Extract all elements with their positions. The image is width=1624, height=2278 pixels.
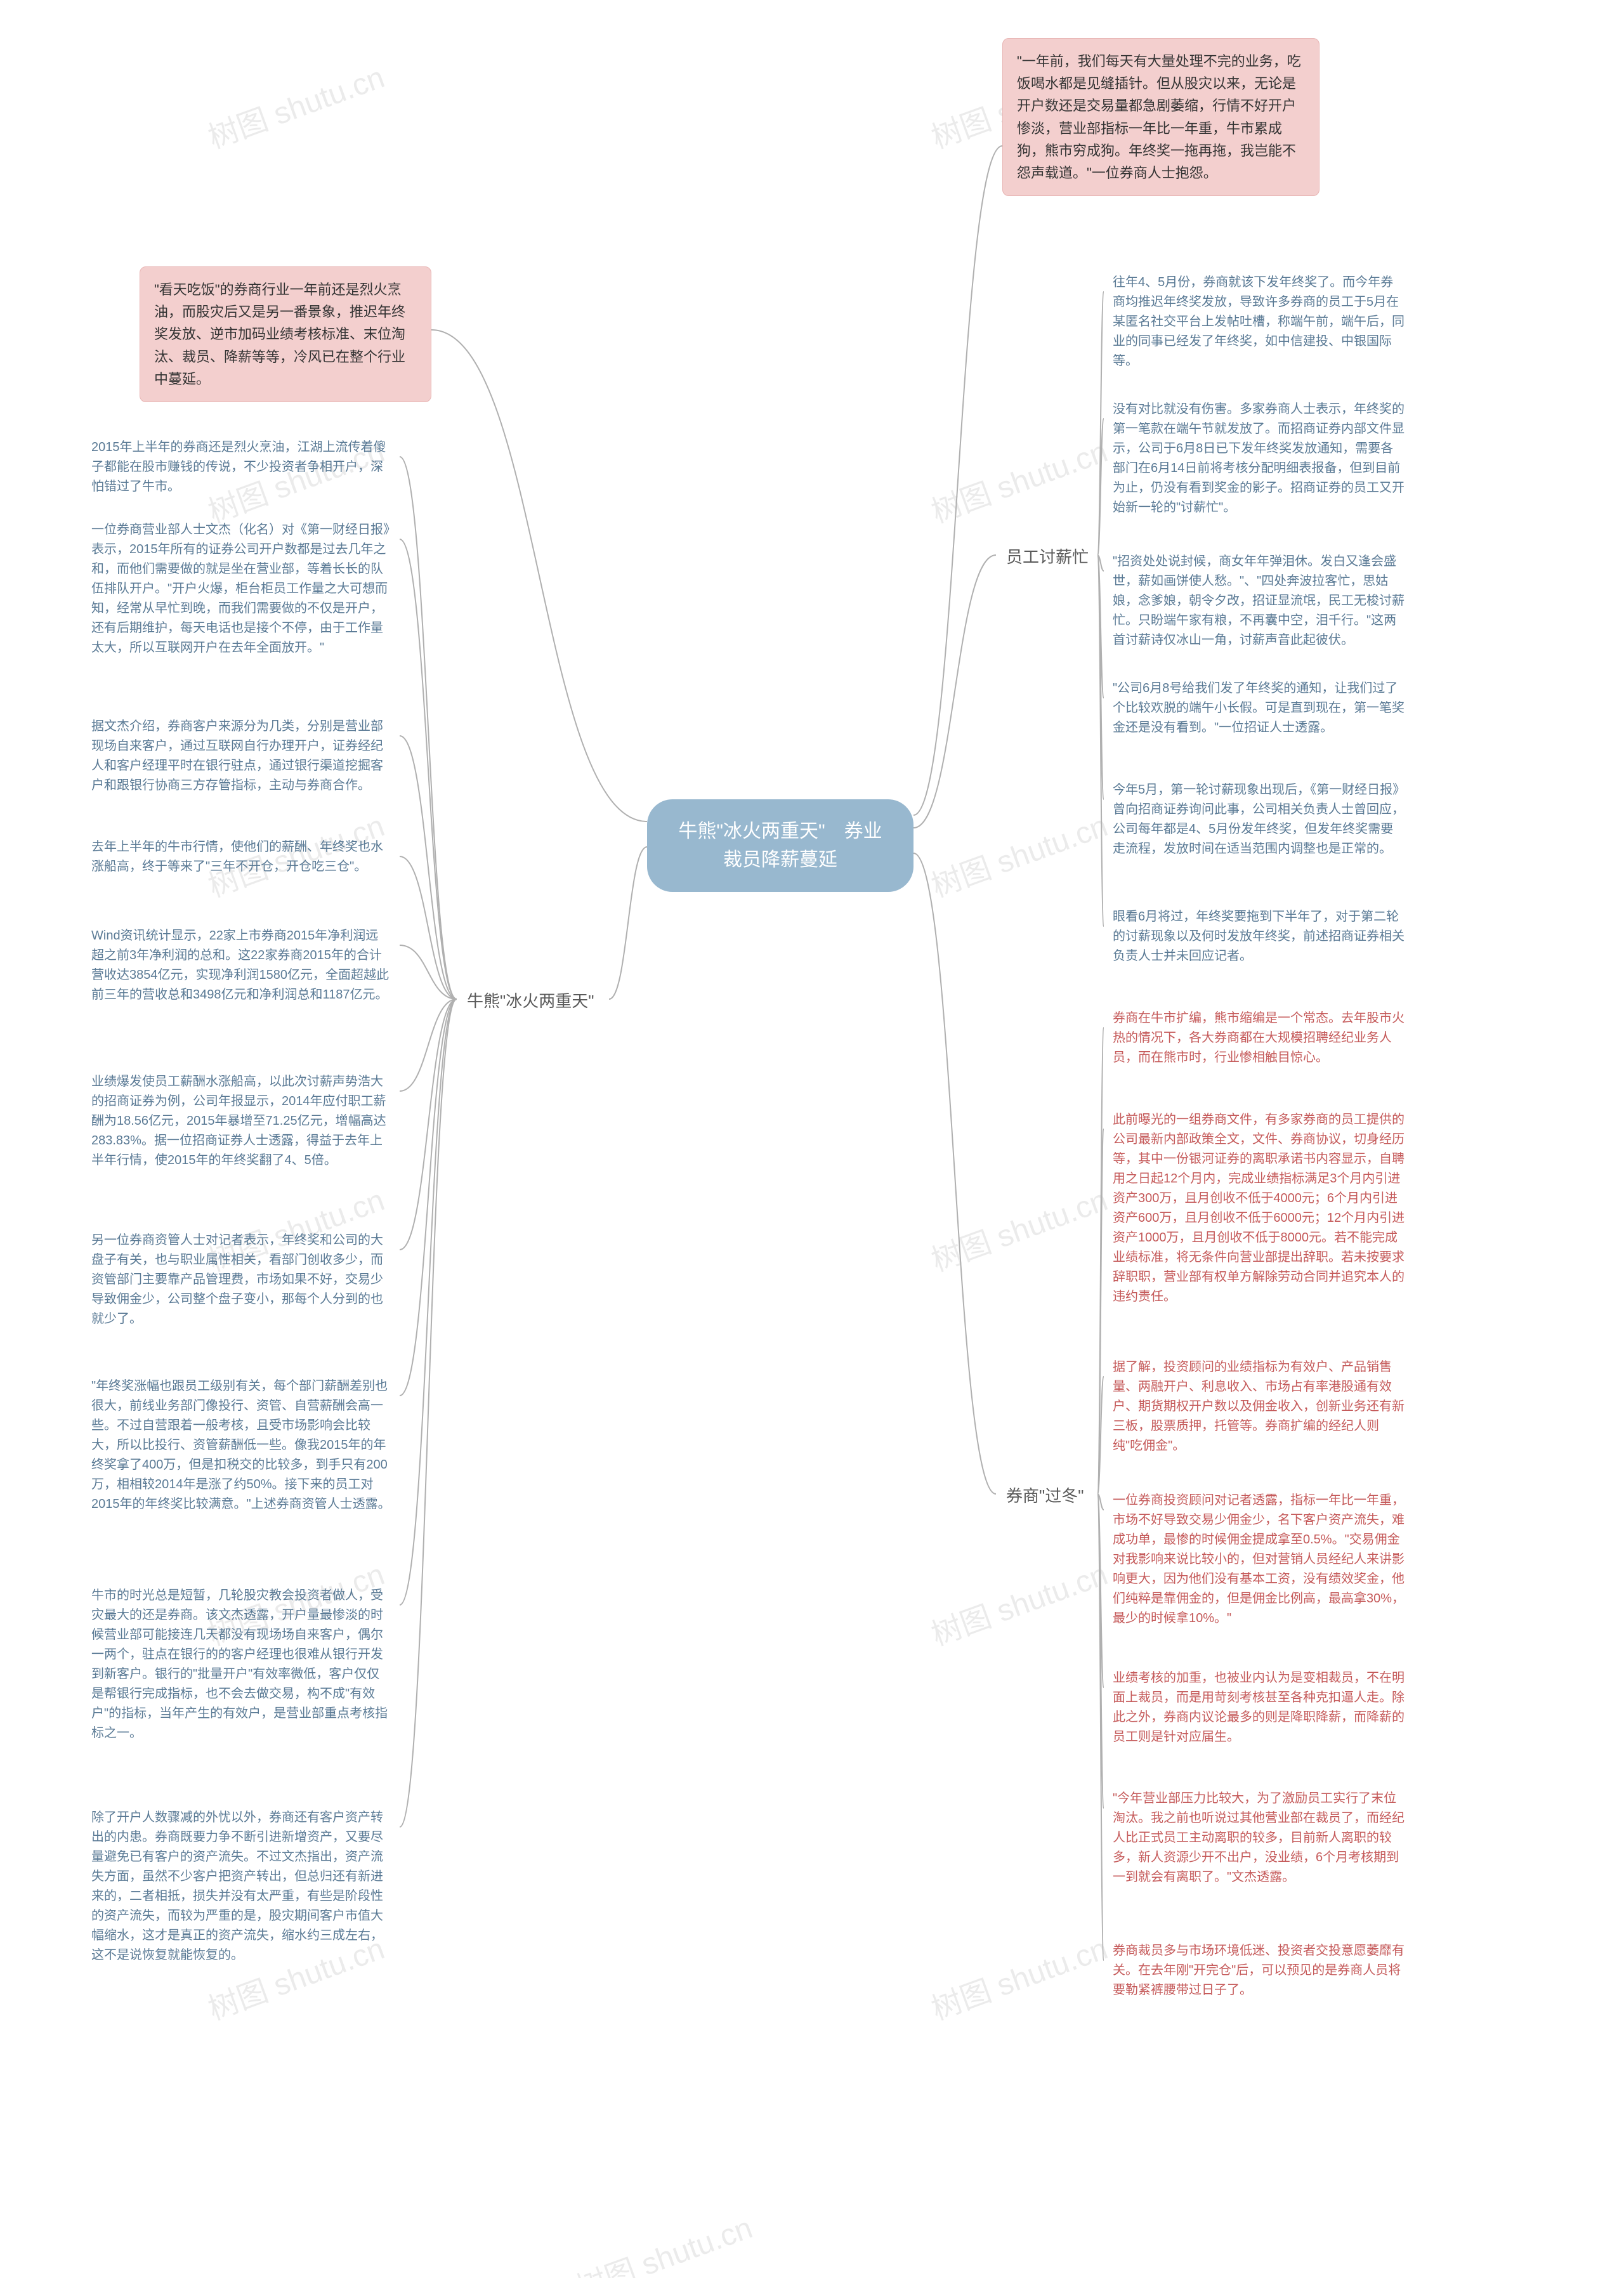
left-leaf-text-5: 业绩爆发使员工薪酬水涨船高，以此次讨薪声势浩大的招商证券为例，公司年报显示，20… — [91, 1075, 386, 1167]
right-top-leaf-2: "招资处处说封候，商女年年弹泪休。发白又逢会盛世，薪如画饼使人愁。"、"四处奔波… — [1104, 546, 1415, 657]
right-top-leaf-0: 往年4、5月份，券商就该下发年终奖了。而今年券商均推迟年终奖发放，导致许多券商的… — [1104, 266, 1415, 377]
left-leaf-3: 去年上半年的牛市行情，使他们的薪酬、年终奖也水涨船高，终于等来了"三年不开仓，开… — [82, 831, 400, 883]
left-leaf-text-6: 另一位券商资管人士对记者表示，年终奖和公司的大盘子有关，也与职业属性相关，看部门… — [91, 1233, 383, 1326]
right-bottom-leaf-text-6: 券商裁员多与市场环境低迷、投资者交投意愿萎靡有关。在去年刚"开完仓"后，可以预见… — [1113, 1944, 1405, 1997]
left-leaf-5: 业绩爆发使员工薪酬水涨船高，以此次讨薪声势浩大的招商证券为例，公司年报显示，20… — [82, 1066, 400, 1177]
right-top-leaf-text-0: 往年4、5月份，券商就该下发年终奖了。而今年券商均推迟年终奖发放，导致许多券商的… — [1113, 275, 1405, 368]
right-bottom-leaf-text-1: 此前曝光的一组券商文件，有多家券商的员工提供的公司最新内部政策全文，文件、券商协… — [1113, 1113, 1405, 1304]
left-leaf-text-1: 一位券商营业部人士文杰（化名）对《第一财经日报》表示，2015年所有的证券公司开… — [91, 523, 390, 655]
left-leaf-0: 2015年上半年的券商还是烈火烹油，江湖上流传着傻子都能在股市赚钱的传说，不少投… — [82, 431, 400, 503]
left-leaf-text-7: "年终奖涨幅也跟员工级别有关，每个部门薪酬差别也很大，前线业务部门像投行、资管、… — [91, 1379, 391, 1511]
right-bottom-leaf-text-5: "今年营业部压力比较大，为了激励员工实行了末位淘汰。我之前也听说过其他营业部在裁… — [1113, 1791, 1405, 1884]
right-top-leaf-text-3: "公司6月8号给我们发了年终奖的通知，让我们过了个比较欢脱的端午小长假。可是直到… — [1113, 681, 1405, 735]
right-top-leaf-5: 眼看6月将过，年终奖要拖到下半年了，对于第二轮的讨薪现象以及何时发放年终奖，前述… — [1104, 901, 1415, 972]
right-top-leaf-text-4: 今年5月，第一轮讨薪现象出现后，《第一财经日报》曾向招商证券询问此事，公司相关负… — [1113, 783, 1405, 856]
left-leaf-2: 据文杰介绍，券商客户来源分为几类，分别是营业部现场自来客户，通过互联网自行办理开… — [82, 710, 400, 802]
watermark: 树图 shutu.cn — [924, 1923, 1113, 2028]
left-intro-box: "看天吃饭"的券商行业一年前还是烈火烹油，而股灾后又是另一番景象，推迟年终奖发放… — [140, 266, 431, 402]
left-leaf-text-9: 除了开户人数骤减的外忧以外，券商还有客户资产转出的内患。券商既要力争不断引进新增… — [91, 1810, 383, 1962]
left-leaf-text-3: 去年上半年的牛市行情，使他们的薪酬、年终奖也水涨船高，终于等来了"三年不开仓，开… — [91, 840, 383, 874]
left-leaf-text-8: 牛市的时光总是短暂，几轮股灾教会投资者做人，受灾最大的还是券商。该文杰透露，开户… — [91, 1588, 388, 1740]
right-bottom-leaf-text-0: 券商在牛市扩编，熊市缩编是一个常态。去年股市火热的情况下，各大券商都在大规模招聘… — [1113, 1011, 1405, 1064]
right-top-leaf-text-5: 眼看6月将过，年终奖要拖到下半年了，对于第二轮的讨薪现象以及何时发放年终奖，前述… — [1113, 910, 1405, 963]
right-intro-box: "一年前，我们每天有大量处理不完的业务，吃饭喝水都是见缝插针。但从股灾以来，无论… — [1002, 38, 1320, 196]
left-leaf-text-4: Wind资讯统计显示，22家上市券商2015年净利润远超之前3年净利润的总和。这… — [91, 929, 389, 1002]
watermark: 树图 shutu.cn — [924, 426, 1113, 531]
left-leaf-6: 另一位券商资管人士对记者表示，年终奖和公司的大盘子有关，也与职业属性相关，看部门… — [82, 1224, 400, 1335]
watermark: 树图 shutu.cn — [924, 1549, 1113, 1654]
watermark: 树图 shutu.cn — [569, 2203, 757, 2278]
left-leaf-9: 除了开户人数骤减的外忧以外，券商还有客户资产转出的内患。券商既要力争不断引进新增… — [82, 1802, 400, 1972]
right-bottom-leaf-3: 一位券商投资顾问对记者透露，指标一年比一年重，市场不好导致交易少佣金少，名下客户… — [1104, 1484, 1415, 1635]
branch-right-bottom-label: 券商"过冬" — [996, 1478, 1094, 1515]
right-top-leaf-text-2: "招资处处说封候，商女年年弹泪休。发白又逢会盛世，薪如画饼使人愁。"、"四处奔波… — [1113, 554, 1405, 647]
left-leaf-text-2: 据文杰介绍，券商客户来源分为几类，分别是营业部现场自来客户，通过互联网自行办理开… — [91, 719, 383, 792]
right-bottom-leaf-6: 券商裁员多与市场环境低迷、投资者交投意愿萎靡有关。在去年刚"开完仓"后，可以预见… — [1104, 1935, 1415, 2006]
left-intro-text: "看天吃饭"的券商行业一年前还是烈火烹油，而股灾后又是另一番景象，推迟年终奖发放… — [154, 282, 405, 387]
watermark: 树图 shutu.cn — [201, 52, 390, 157]
watermark: 树图 shutu.cn — [924, 801, 1113, 905]
right-top-leaf-text-1: 没有对比就没有伤害。多家券商人士表示，年终奖的第一笔款在端午节就发放了。而招商证… — [1113, 402, 1405, 514]
watermark: 树图 shutu.cn — [924, 1175, 1113, 1280]
right-bottom-leaf-2: 据了解，投资顾问的业绩指标为有效户、产品销售量、两融开户、利息收入、市场占有率港… — [1104, 1351, 1415, 1462]
right-top-leaf-3: "公司6月8号给我们发了年终奖的通知，让我们过了个比较欢脱的端午小长假。可是直到… — [1104, 672, 1415, 744]
branch-right-top-label: 员工讨薪忙 — [996, 539, 1099, 576]
right-intro-text: "一年前，我们每天有大量处理不完的业务，吃饭喝水都是见缝插针。但从股灾以来，无论… — [1017, 53, 1301, 181]
left-leaf-1: 一位券商营业部人士文杰（化名）对《第一财经日报》表示，2015年所有的证券公司开… — [82, 514, 400, 664]
center-title-line2: 裁员降薪蔓延 — [723, 849, 837, 870]
center-title-line1: 牛熊"冰火两重天" 券业 — [678, 821, 882, 842]
left-leaf-8: 牛市的时光总是短暂，几轮股灾教会投资者做人，受灾最大的还是券商。该文杰透露，开户… — [82, 1580, 400, 1750]
right-bottom-leaf-text-4: 业绩考核的加重，也被业内认为是变相裁员，不在明面上裁员，而是用苛刻考核甚至各种克… — [1113, 1671, 1405, 1744]
right-top-leaf-4: 今年5月，第一轮讨薪现象出现后，《第一财经日报》曾向招商证券询问此事，公司相关负… — [1104, 774, 1415, 865]
right-bottom-leaf-5: "今年营业部压力比较大，为了激励员工实行了末位淘汰。我之前也听说过其他营业部在裁… — [1104, 1783, 1415, 1894]
right-bottom-leaf-0: 券商在牛市扩编，熊市缩编是一个常态。去年股市火热的情况下，各大券商都在大规模招聘… — [1104, 1002, 1415, 1074]
right-bottom-leaf-text-2: 据了解，投资顾问的业绩指标为有效户、产品销售量、两融开户、利息收入、市场占有率港… — [1113, 1360, 1405, 1453]
branch-left-label: 牛熊"冰火两重天" — [457, 983, 604, 1020]
left-leaf-4: Wind资讯统计显示，22家上市券商2015年净利润远超之前3年净利润的总和。这… — [82, 920, 400, 1011]
right-bottom-leaf-text-3: 一位券商投资顾问对记者透露，指标一年比一年重，市场不好导致交易少佣金少，名下客户… — [1113, 1493, 1405, 1625]
right-bottom-leaf-1: 此前曝光的一组券商文件，有多家券商的员工提供的公司最新内部政策全文，文件、券商协… — [1104, 1104, 1415, 1313]
right-top-leaf-1: 没有对比就没有伤害。多家券商人士表示，年终奖的第一笔款在端午节就发放了。而招商证… — [1104, 393, 1415, 524]
left-leaf-7: "年终奖涨幅也跟员工级别有关，每个部门薪酬差别也很大，前线业务部门像投行、资管、… — [82, 1370, 400, 1521]
center-node: 牛熊"冰火两重天" 券业 裁员降薪蔓延 — [647, 799, 914, 892]
right-bottom-leaf-4: 业绩考核的加重，也被业内认为是变相裁员，不在明面上裁员，而是用苛刻考核甚至各种克… — [1104, 1662, 1415, 1753]
left-leaf-text-0: 2015年上半年的券商还是烈火烹油，江湖上流传着傻子都能在股市赚钱的传说，不少投… — [91, 440, 386, 494]
